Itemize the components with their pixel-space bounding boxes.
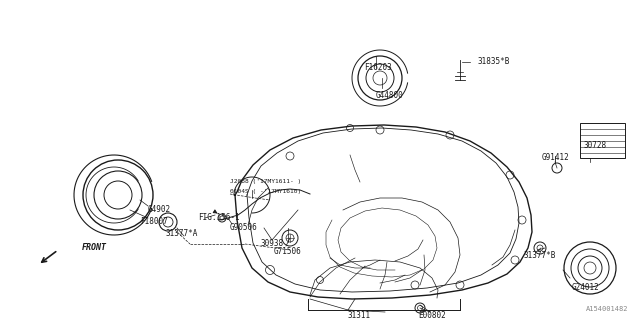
Text: E00802: E00802	[418, 311, 446, 320]
Text: G4902: G4902	[148, 205, 171, 214]
Text: G71506: G71506	[274, 247, 302, 257]
Text: 31377*A: 31377*A	[166, 229, 198, 238]
Text: 31835*B: 31835*B	[478, 58, 510, 67]
Text: G24012: G24012	[571, 284, 599, 292]
Text: F16203: F16203	[364, 63, 392, 73]
Text: G44800: G44800	[376, 91, 404, 100]
Text: FIG.156-1: FIG.156-1	[198, 213, 239, 222]
Text: 31311: 31311	[348, 311, 371, 320]
Text: 31377*B: 31377*B	[524, 252, 556, 260]
Text: 0104S ( -'17MY1610): 0104S ( -'17MY1610)	[230, 189, 301, 195]
Text: 30938: 30938	[260, 239, 284, 249]
Text: G91412: G91412	[542, 154, 570, 163]
Text: 30728: 30728	[584, 140, 607, 149]
Text: A154001482: A154001482	[586, 306, 628, 312]
Text: J2088 ('17MY1611- ): J2088 ('17MY1611- )	[230, 180, 301, 185]
Text: FRONT: FRONT	[82, 244, 107, 252]
Text: F18007: F18007	[140, 218, 168, 227]
FancyBboxPatch shape	[580, 123, 625, 158]
Text: G90506: G90506	[230, 223, 258, 233]
